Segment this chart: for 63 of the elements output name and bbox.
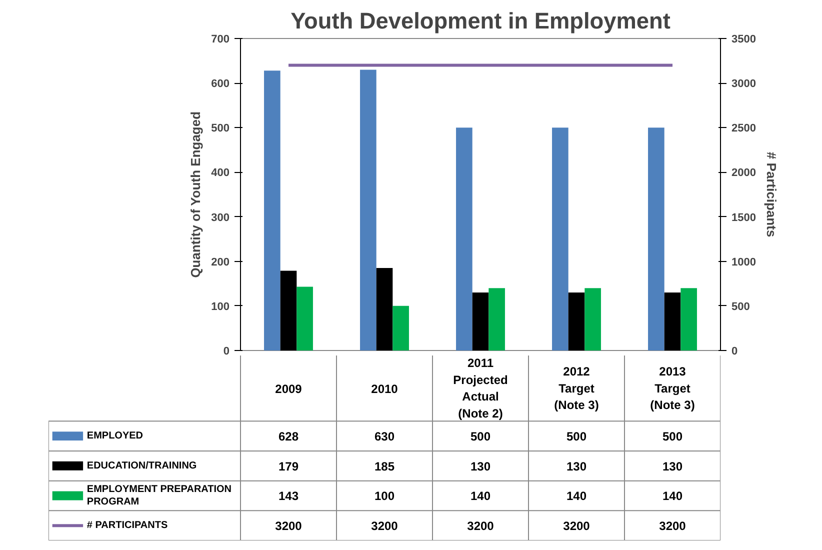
bar	[456, 128, 472, 350]
bar	[488, 288, 505, 350]
x-tick-label: 2012 Target (Note 3)	[554, 364, 599, 412]
data-label: 628	[278, 430, 299, 444]
y-tick-label: 500	[211, 122, 230, 135]
bar	[664, 292, 681, 350]
legend-label: EDUCATION/TRAINING	[86, 460, 197, 472]
bar	[552, 128, 568, 350]
y-tick-label: 400	[211, 167, 230, 180]
x-tick-label: 2009	[275, 382, 302, 396]
legend-label: # PARTICIPANTS	[86, 520, 168, 532]
data-label: 140	[662, 489, 683, 504]
y-axis-title: Quantity of Youth Engaged	[188, 111, 204, 278]
y2-tick-label: 1000	[732, 256, 756, 268]
bar	[648, 128, 664, 350]
data-label: 130	[662, 459, 683, 474]
x-tick-label: 2013 Target (Note 3)	[650, 364, 695, 412]
data-label: 3200	[659, 519, 686, 534]
data-label: 100	[374, 489, 395, 504]
data-label: 140	[470, 489, 491, 504]
bar	[264, 70, 280, 350]
bar	[680, 288, 697, 350]
y2-tick-label: 1500	[732, 212, 756, 224]
y-tick-label: 0	[223, 346, 230, 358]
data-label: 630	[374, 430, 395, 444]
legend-label: EMPLOYED	[86, 430, 144, 442]
data-label: 3200	[467, 519, 494, 534]
data-label: 130	[470, 459, 491, 474]
bar	[584, 288, 601, 350]
bar	[376, 268, 393, 350]
y-tick-label: 300	[211, 212, 230, 224]
data-label: 3200	[275, 519, 302, 534]
bar	[360, 70, 376, 350]
data-label: 3200	[371, 519, 398, 534]
bar	[296, 286, 313, 350]
y2-tick-label: 3500	[732, 34, 756, 46]
y2-tick-label: 3000	[732, 78, 756, 90]
chart-title: Youth Development in Employment	[290, 8, 671, 34]
data-label: 130	[566, 459, 587, 474]
x-tick-label: 2010	[371, 382, 398, 396]
y-tick-label: 200	[211, 256, 230, 268]
y2-tick-label: 2500	[732, 122, 756, 135]
data-label: 143	[278, 489, 299, 504]
data-label: 500	[662, 430, 683, 444]
y-tick-label: 100	[211, 300, 230, 313]
bar	[568, 292, 585, 350]
data-label: 140	[566, 489, 587, 504]
bar	[472, 292, 489, 350]
y2-tick-label: 500	[732, 300, 750, 313]
bar	[392, 306, 409, 350]
bar	[280, 270, 297, 350]
y2-tick-label: 2000	[732, 167, 756, 180]
y2-tick-label: 0	[732, 346, 738, 358]
y-tick-label: 600	[211, 78, 230, 90]
x-tick-label: 2011 Projected Actual (Note 2)	[453, 356, 508, 421]
data-label: 500	[566, 430, 587, 444]
data-label: 185	[374, 459, 395, 474]
data-label: 500	[470, 430, 491, 444]
legend-label: EMPLOYMENT PREPARATION PROGRAM	[86, 484, 232, 508]
data-label: 3200	[563, 519, 590, 534]
y2-axis-title: # Participants	[764, 152, 779, 238]
y-tick-label: 700	[211, 34, 230, 46]
data-label: 179	[278, 459, 299, 474]
